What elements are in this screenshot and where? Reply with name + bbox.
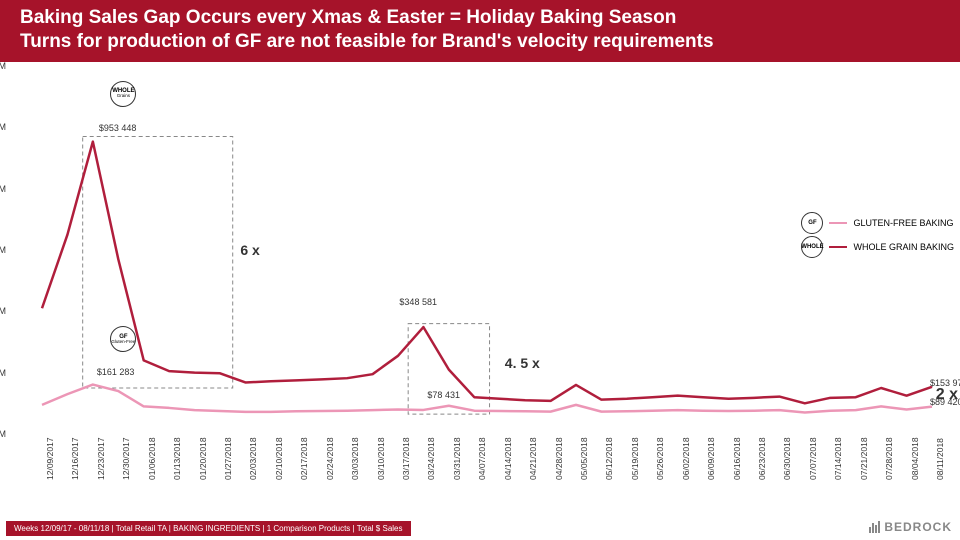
bedrock-icon — [869, 521, 880, 533]
slide-title: Baking Sales Gap Occurs every Xmas & Eas… — [20, 6, 940, 54]
header-band: Baking Sales Gap Occurs every Xmas & Eas… — [0, 0, 960, 62]
multiplier-annotation: 4. 5 x — [505, 355, 540, 371]
x-tick-label: 05/05/2018 — [579, 437, 589, 480]
x-tick-label: 07/21/2018 — [859, 437, 869, 480]
x-tick-label: 06/02/2018 — [681, 437, 691, 480]
x-tick-label: 02/03/2018 — [248, 437, 258, 480]
two-x-annotation: 2 x — [936, 386, 958, 404]
chart-area: $0, 0 M$0, 2 M$0, 4 M$0, 6 M$0, 8 M$1, 0… — [42, 66, 932, 434]
footer: Weeks 12/09/17 - 08/11/18 | Total Retail… — [0, 516, 960, 536]
x-tick-label: 01/27/2018 — [223, 437, 233, 480]
x-tick-label: 04/21/2018 — [528, 437, 538, 480]
legend-label: WHOLE GRAIN BAKING — [853, 242, 954, 252]
y-tick-label: $0, 0 M — [0, 429, 6, 439]
x-tick-label: 04/28/2018 — [554, 437, 564, 480]
value-callout: $348 581 — [399, 297, 437, 307]
x-tick-label: 03/17/2018 — [401, 437, 411, 480]
x-tick-label: 01/06/2018 — [147, 437, 157, 480]
legend-item: GF GLUTEN-FREE BAKING — [801, 212, 954, 234]
legend: GF GLUTEN-FREE BAKING WHOLE WHOLE GRAIN BAK… — [801, 210, 954, 260]
x-tick-label: 05/26/2018 — [655, 437, 665, 480]
x-tick-label: 07/07/2018 — [808, 437, 818, 480]
x-tick-label: 06/23/2018 — [757, 437, 767, 480]
x-tick-label: 03/31/2018 — [452, 437, 462, 480]
x-tick-label: 05/12/2018 — [604, 437, 614, 480]
y-tick-label: $0, 2 M — [0, 368, 6, 378]
x-axis: 12/09/2017 12/16/2017 12/23/2017 12/30/2017… — [42, 438, 932, 488]
y-tick-label: $0, 8 M — [0, 184, 6, 194]
x-tick-label: 05/19/2018 — [630, 437, 640, 480]
plot-svg — [42, 66, 932, 434]
y-tick-label: $1, 2 M — [0, 61, 6, 71]
x-tick-label: 06/09/2018 — [706, 437, 716, 480]
callout-dash-box — [83, 137, 233, 388]
y-tick-label: $1, 0 M — [0, 122, 6, 132]
x-tick-label: 01/20/2018 — [198, 437, 208, 480]
plot — [42, 66, 932, 434]
x-tick-label: 12/16/2017 — [70, 437, 80, 480]
x-tick-label: 07/28/2018 — [884, 437, 894, 480]
x-tick-label: 03/03/2018 — [350, 437, 360, 480]
x-tick-label: 01/13/2018 — [172, 437, 182, 480]
x-tick-label: 12/30/2017 — [121, 437, 131, 480]
title-line1: Baking Sales Gap Occurs every Xmas & Eas… — [20, 7, 676, 28]
x-tick-label: 03/24/2018 — [426, 437, 436, 480]
legend-swatch — [829, 246, 847, 249]
title-line2: Turns for production of GF are not feasi… — [20, 31, 714, 52]
y-tick-label: $0, 4 M — [0, 306, 6, 316]
x-tick-label: 06/16/2018 — [732, 437, 742, 480]
footer-caption: Weeks 12/09/17 - 08/11/18 | Total Retail… — [6, 521, 411, 536]
legend-item: WHOLE WHOLE GRAIN BAKING — [801, 236, 954, 258]
legend-swatch — [829, 222, 847, 225]
x-tick-label: 07/14/2018 — [833, 437, 843, 480]
legend-badge-icon: GF — [801, 212, 823, 234]
x-tick-label: 04/07/2018 — [477, 437, 487, 480]
x-tick-label: 02/17/2018 — [299, 437, 309, 480]
value-callout: $953 448 — [99, 123, 137, 133]
x-tick-label: 02/10/2018 — [274, 437, 284, 480]
footer-brand: BEDROCK — [869, 520, 952, 534]
x-tick-label: 02/24/2018 — [325, 437, 335, 480]
value-callout: $78 431 — [427, 390, 460, 400]
legend-badge-icon: WHOLE — [801, 236, 823, 258]
series-line — [42, 142, 932, 404]
series-badge-icon: WHOLEGrains — [110, 81, 136, 107]
brand-text: BEDROCK — [884, 520, 952, 534]
legend-label: GLUTEN-FREE BAKING — [853, 218, 953, 228]
multiplier-annotation: 6 x — [240, 242, 259, 258]
x-tick-label: 06/30/2018 — [782, 437, 792, 480]
x-tick-label: 12/23/2017 — [96, 437, 106, 480]
x-tick-label: 12/09/2017 — [45, 437, 55, 480]
x-tick-label: 04/14/2018 — [503, 437, 513, 480]
value-callout: $161 283 — [97, 367, 135, 377]
x-tick-label: 03/10/2018 — [376, 437, 386, 480]
x-tick-label: 08/11/2018 — [935, 438, 945, 480]
y-tick-label: $0, 6 M — [0, 245, 6, 255]
x-tick-label: 08/04/2018 — [910, 437, 920, 480]
